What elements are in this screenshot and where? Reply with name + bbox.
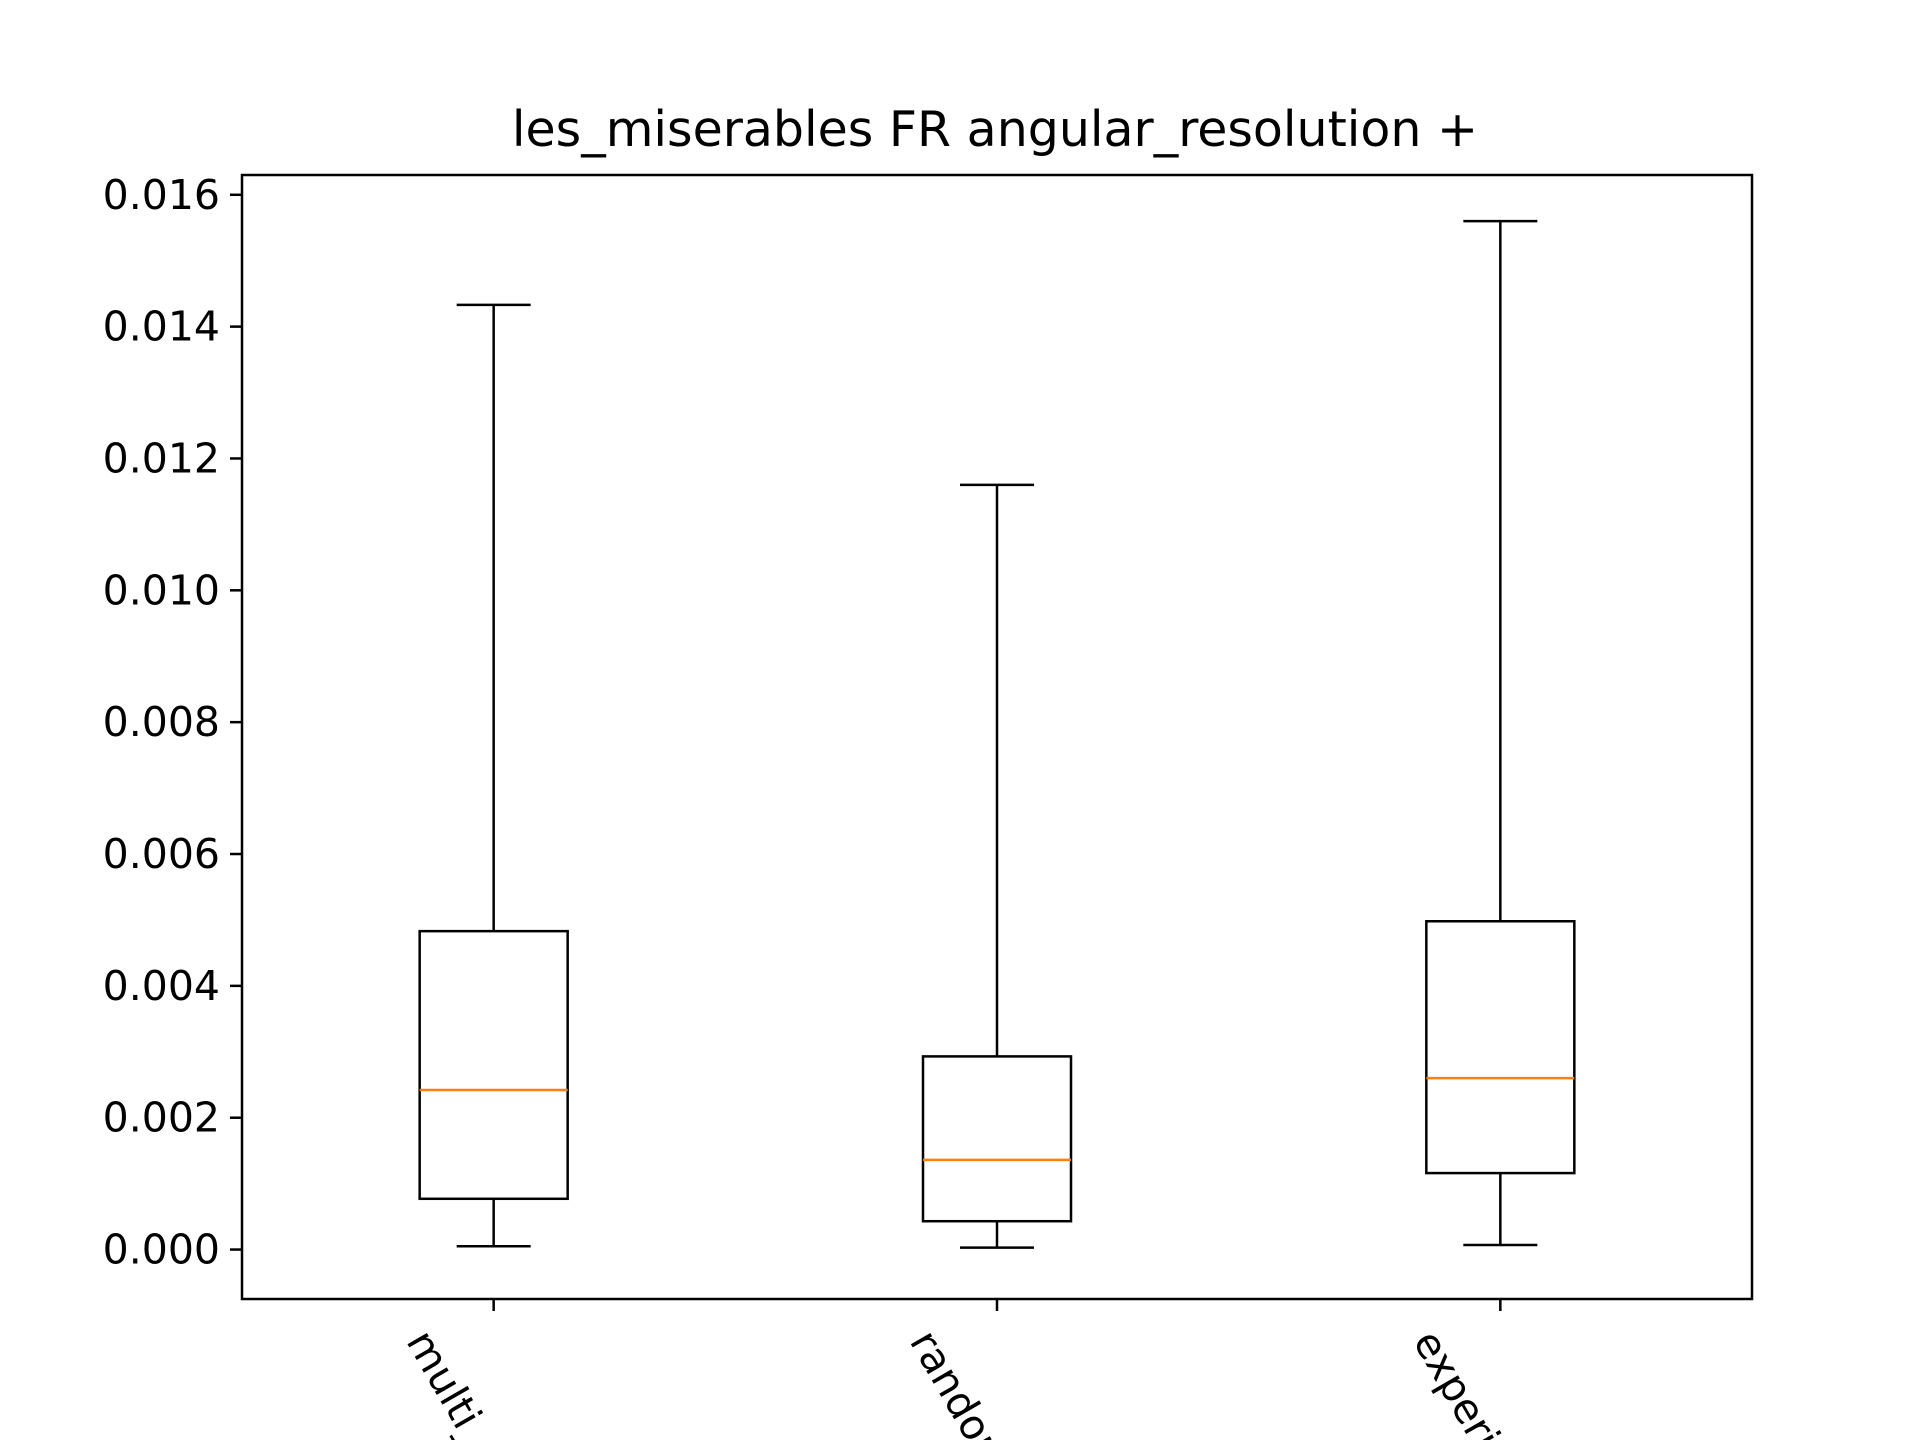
- x-tick-label: multi_o: [397, 1322, 514, 1440]
- iqr-box: [921, 1055, 1073, 1223]
- y-tick-label: 0.000: [103, 1226, 220, 1274]
- iqr-box: [418, 929, 569, 1201]
- box-random: [921, 483, 1073, 1249]
- y-tick-label: 0.006: [103, 830, 220, 878]
- y-tick-label: 0.010: [103, 566, 220, 614]
- y-tick-label: 0.002: [103, 1094, 220, 1142]
- box-multi_o: [418, 303, 569, 1248]
- y-tick-label: 0.014: [103, 303, 220, 351]
- y-tick-label: 0.008: [103, 698, 220, 746]
- y-tick-label: 0.012: [103, 434, 220, 482]
- y-tick-label: 0.004: [103, 962, 220, 1010]
- plot-frame: [240, 173, 1754, 1301]
- x-tick-label: random: [900, 1322, 1021, 1440]
- chart-title: les_miserables FR angular_resolution +: [512, 101, 1478, 158]
- y-axis: 0.000 0.002 0.004 0.006 0.008 0.010 0.012 0.014…: [103, 171, 242, 1274]
- iqr-box: [1425, 920, 1576, 1175]
- y-tick-label: 0.016: [103, 171, 220, 219]
- x-axis: multi_o random experie: [397, 1299, 1522, 1440]
- boxes-group: [418, 219, 1576, 1249]
- x-tick-label: experie: [1404, 1322, 1522, 1440]
- box-experie: [1425, 219, 1576, 1247]
